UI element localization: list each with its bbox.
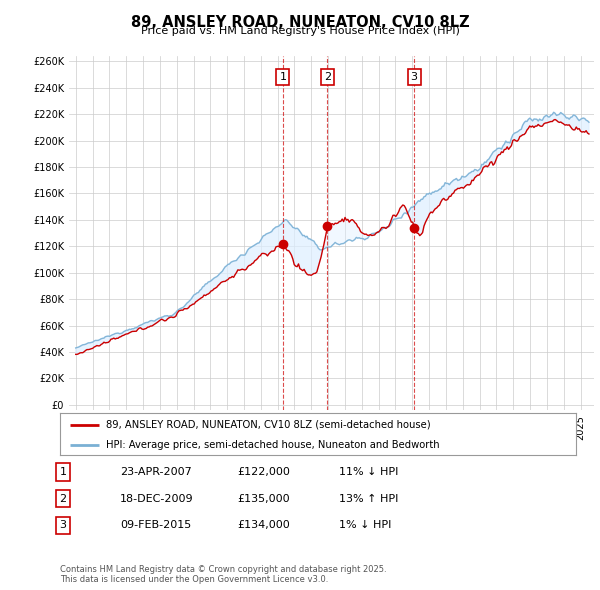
Text: £135,000: £135,000 (237, 494, 290, 503)
Text: 13% ↑ HPI: 13% ↑ HPI (339, 494, 398, 503)
Text: 1% ↓ HPI: 1% ↓ HPI (339, 520, 391, 530)
Text: 18-DEC-2009: 18-DEC-2009 (120, 494, 194, 503)
Text: 1: 1 (59, 467, 67, 477)
Text: 09-FEB-2015: 09-FEB-2015 (120, 520, 191, 530)
Text: 89, ANSLEY ROAD, NUNEATON, CV10 8LZ (semi-detached house): 89, ANSLEY ROAD, NUNEATON, CV10 8LZ (sem… (106, 420, 431, 430)
Text: £122,000: £122,000 (237, 467, 290, 477)
Text: 2: 2 (324, 72, 331, 82)
Text: 23-APR-2007: 23-APR-2007 (120, 467, 192, 477)
Text: Contains HM Land Registry data © Crown copyright and database right 2025.
This d: Contains HM Land Registry data © Crown c… (60, 565, 386, 584)
Text: 1: 1 (280, 72, 286, 82)
Text: 3: 3 (59, 520, 67, 530)
Text: 2: 2 (59, 494, 67, 503)
Text: Price paid vs. HM Land Registry's House Price Index (HPI): Price paid vs. HM Land Registry's House … (140, 26, 460, 36)
Text: 89, ANSLEY ROAD, NUNEATON, CV10 8LZ: 89, ANSLEY ROAD, NUNEATON, CV10 8LZ (131, 15, 469, 30)
Text: 3: 3 (410, 72, 418, 82)
Text: £134,000: £134,000 (237, 520, 290, 530)
Text: 11% ↓ HPI: 11% ↓ HPI (339, 467, 398, 477)
Text: HPI: Average price, semi-detached house, Nuneaton and Bedworth: HPI: Average price, semi-detached house,… (106, 440, 440, 450)
